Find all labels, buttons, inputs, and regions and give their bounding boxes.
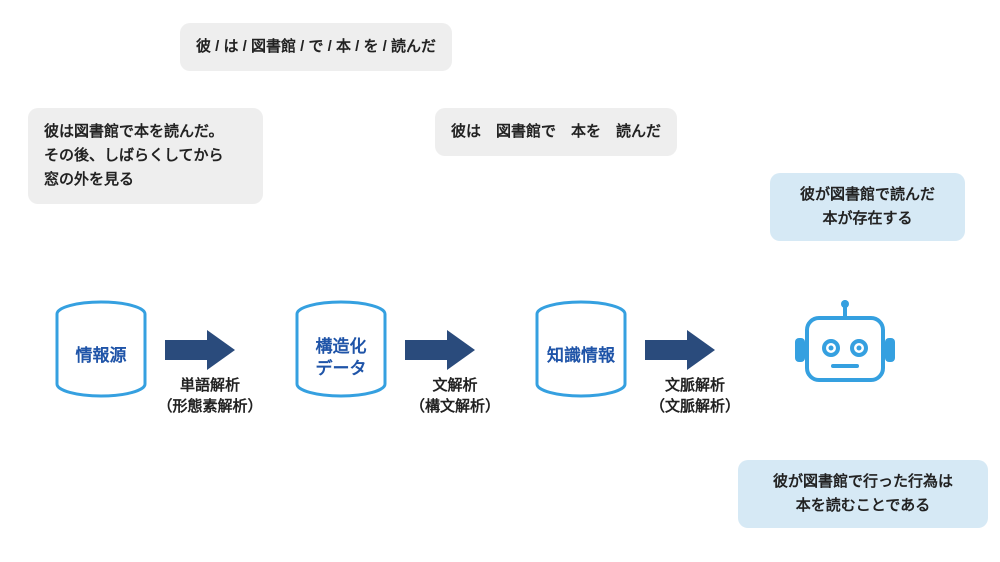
bubble-robot-top-l1: 彼が図書館で読んだ: [784, 183, 951, 207]
bubble-robot-bottom-l2: 本を読むことである: [752, 494, 974, 518]
bubble-source-l2: その後、しばらくしてから: [44, 144, 247, 168]
robot-icon: [795, 300, 895, 395]
bubble-syntax: 彼は 図書館で 本を 読んだ: [435, 108, 677, 156]
bubble-source-l3: 窓の外を見る: [44, 168, 247, 192]
arrow-syntax-label: 文解析 （構文解析）: [395, 375, 515, 417]
cylinder-structured: 構造化 データ: [295, 300, 387, 398]
bubble-source-l1: 彼は図書館で本を読んだ。: [44, 120, 247, 144]
cylinder-structured-label: 構造化 データ: [295, 336, 387, 380]
arrow-morph: [165, 330, 235, 370]
bubble-morph-text: 彼 / は / 図書館 / で / 本 / を / 読んだ: [196, 38, 436, 55]
cylinder-source: 情報源: [55, 300, 147, 398]
bubble-robot-top-l2: 本が存在する: [784, 207, 951, 231]
cylinder-source-label: 情報源: [55, 345, 147, 367]
arrow-morph-label: 単語解析 （形態素解析）: [150, 375, 270, 417]
bubble-robot-top: 彼が図書館で読んだ 本が存在する: [770, 173, 965, 241]
bubble-robot-bottom-l1: 彼が図書館で行った行為は: [752, 470, 974, 494]
cylinder-knowledge: 知識情報: [535, 300, 627, 398]
arrow-syntax: [405, 330, 475, 370]
arrow-context: [645, 330, 715, 370]
cylinder-knowledge-label: 知識情報: [535, 345, 627, 367]
bubble-morph: 彼 / は / 図書館 / で / 本 / を / 読んだ: [180, 23, 452, 71]
bubble-syntax-text: 彼は 図書館で 本を 読んだ: [451, 123, 661, 140]
arrow-context-label: 文脈解析 （文脈解析）: [635, 375, 755, 417]
bubble-source: 彼は図書館で本を読んだ。 その後、しばらくしてから 窓の外を見る: [28, 108, 263, 204]
bubble-robot-bottom: 彼が図書館で行った行為は 本を読むことである: [738, 460, 988, 528]
